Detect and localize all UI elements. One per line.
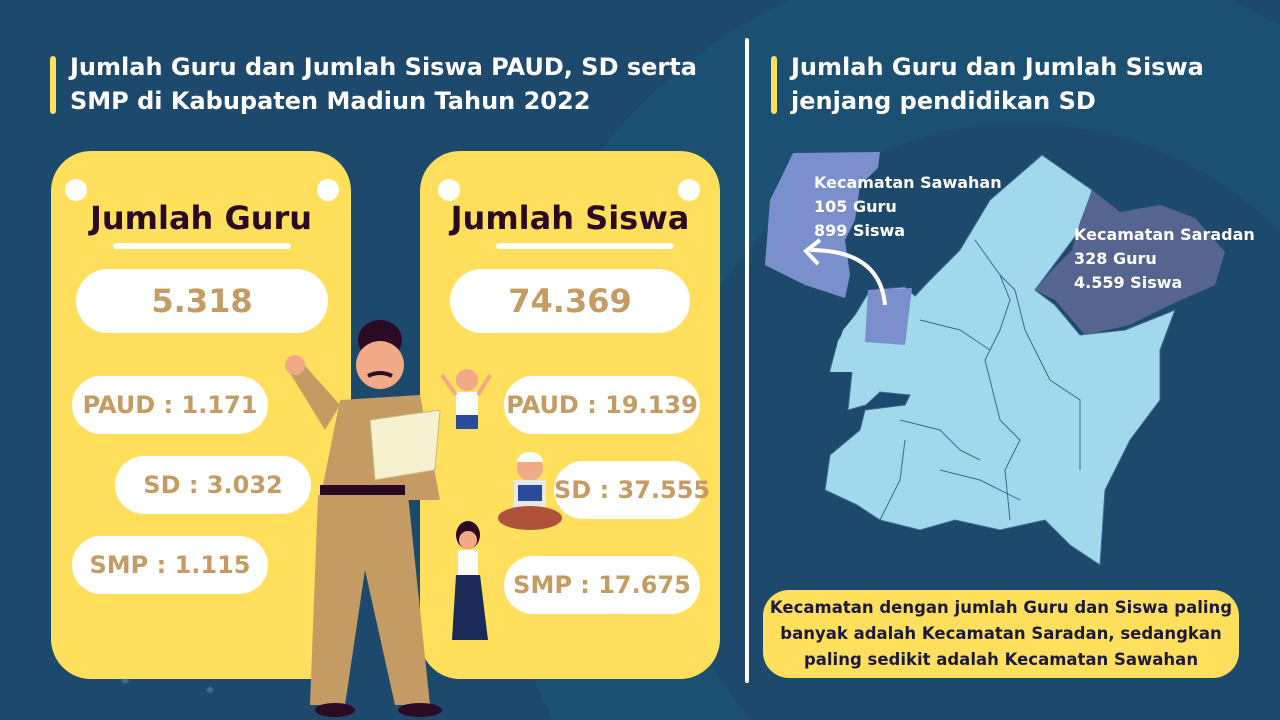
arrow-head-icon: [803, 238, 822, 266]
siswa-sd: SD : 37.555: [554, 461, 710, 519]
siswa-smp: SMP : 17.675: [504, 556, 700, 614]
right-title: Jumlah Guru dan Jumlah Siswa jenjang pen…: [771, 50, 1204, 118]
saradan-guru: 328 Guru: [1074, 249, 1157, 268]
saradan-siswa: 4.559 Siswa: [1074, 273, 1183, 292]
guru-paud: PAUD : 1.171: [72, 376, 268, 434]
note-line3: paling sedikit adalah Kecamatan Sawahan: [803, 650, 1199, 669]
map-region-saradan: [1035, 190, 1225, 335]
card-hole: [317, 179, 339, 201]
guru-card: Jumlah Guru 5.318 PAUD : 1.171 SD : 3.03…: [51, 151, 351, 679]
map-region-west: [830, 312, 866, 372]
guru-smp: SMP : 1.115: [72, 536, 268, 594]
student-girl-illustration: [452, 521, 488, 640]
right-title-line2: jenjang pendidikan SD: [791, 87, 1096, 115]
map-region-sawahan: [765, 152, 880, 298]
underline: [496, 243, 674, 249]
siswa-card: Jumlah Siswa 74.369 PAUD : 19.139 SD : 3…: [420, 151, 720, 679]
underline: [113, 243, 291, 249]
teacher-illustration: [285, 320, 442, 717]
map-region-sawahan-small: [865, 288, 912, 345]
summary-note: Kecamatan dengan jumlah Guru dan Siswa p…: [763, 590, 1239, 678]
note-line1: Kecamatan dengan jumlah Guru dan Siswa p…: [769, 598, 1233, 617]
right-title-line1: Jumlah Guru dan Jumlah Siswa: [791, 53, 1204, 81]
guru-sd: SD : 3.032: [115, 456, 311, 514]
student-reading-illustration: [498, 452, 562, 530]
left-title-line2: SMP di Kabupaten Madiun Tahun 2022: [70, 87, 591, 115]
left-title: Jumlah Guru dan Jumlah Siswa PAUD, SD se…: [50, 50, 697, 118]
guru-total: 5.318: [76, 269, 328, 333]
card-hole: [678, 179, 700, 201]
people-illustration: [285, 320, 562, 717]
vertical-divider: [745, 38, 749, 683]
left-title-line1: Jumlah Guru dan Jumlah Siswa PAUD, SD se…: [70, 53, 697, 81]
sawahan-siswa: 899 Siswa: [814, 221, 906, 240]
sawahan-name: Kecamatan Sawahan: [814, 173, 1002, 192]
card-hole: [438, 179, 460, 201]
sawahan-guru: 105 Guru: [814, 197, 897, 216]
student-boy-illustration: [440, 369, 492, 429]
arrow-icon: [809, 248, 887, 306]
siswa-paud: PAUD : 19.139: [504, 376, 700, 434]
saradan-name: Kecamatan Saradan: [1074, 225, 1255, 244]
note-line2: banyak adalah Kecamatan Saradan, sedangk…: [780, 624, 1222, 643]
siswa-heading: Jumlah Siswa: [450, 199, 690, 237]
map-region-main: [824, 154, 1176, 566]
sawahan-label: Kecamatan Sawahan 105 Guru 899 Siswa: [814, 171, 1002, 243]
guru-heading: Jumlah Guru: [89, 199, 313, 237]
district-borders: [879, 239, 1081, 521]
saradan-label: Kecamatan Saradan 328 Guru 4.559 Siswa: [1074, 223, 1255, 295]
card-hole: [65, 179, 87, 201]
siswa-total: 74.369: [450, 269, 690, 333]
